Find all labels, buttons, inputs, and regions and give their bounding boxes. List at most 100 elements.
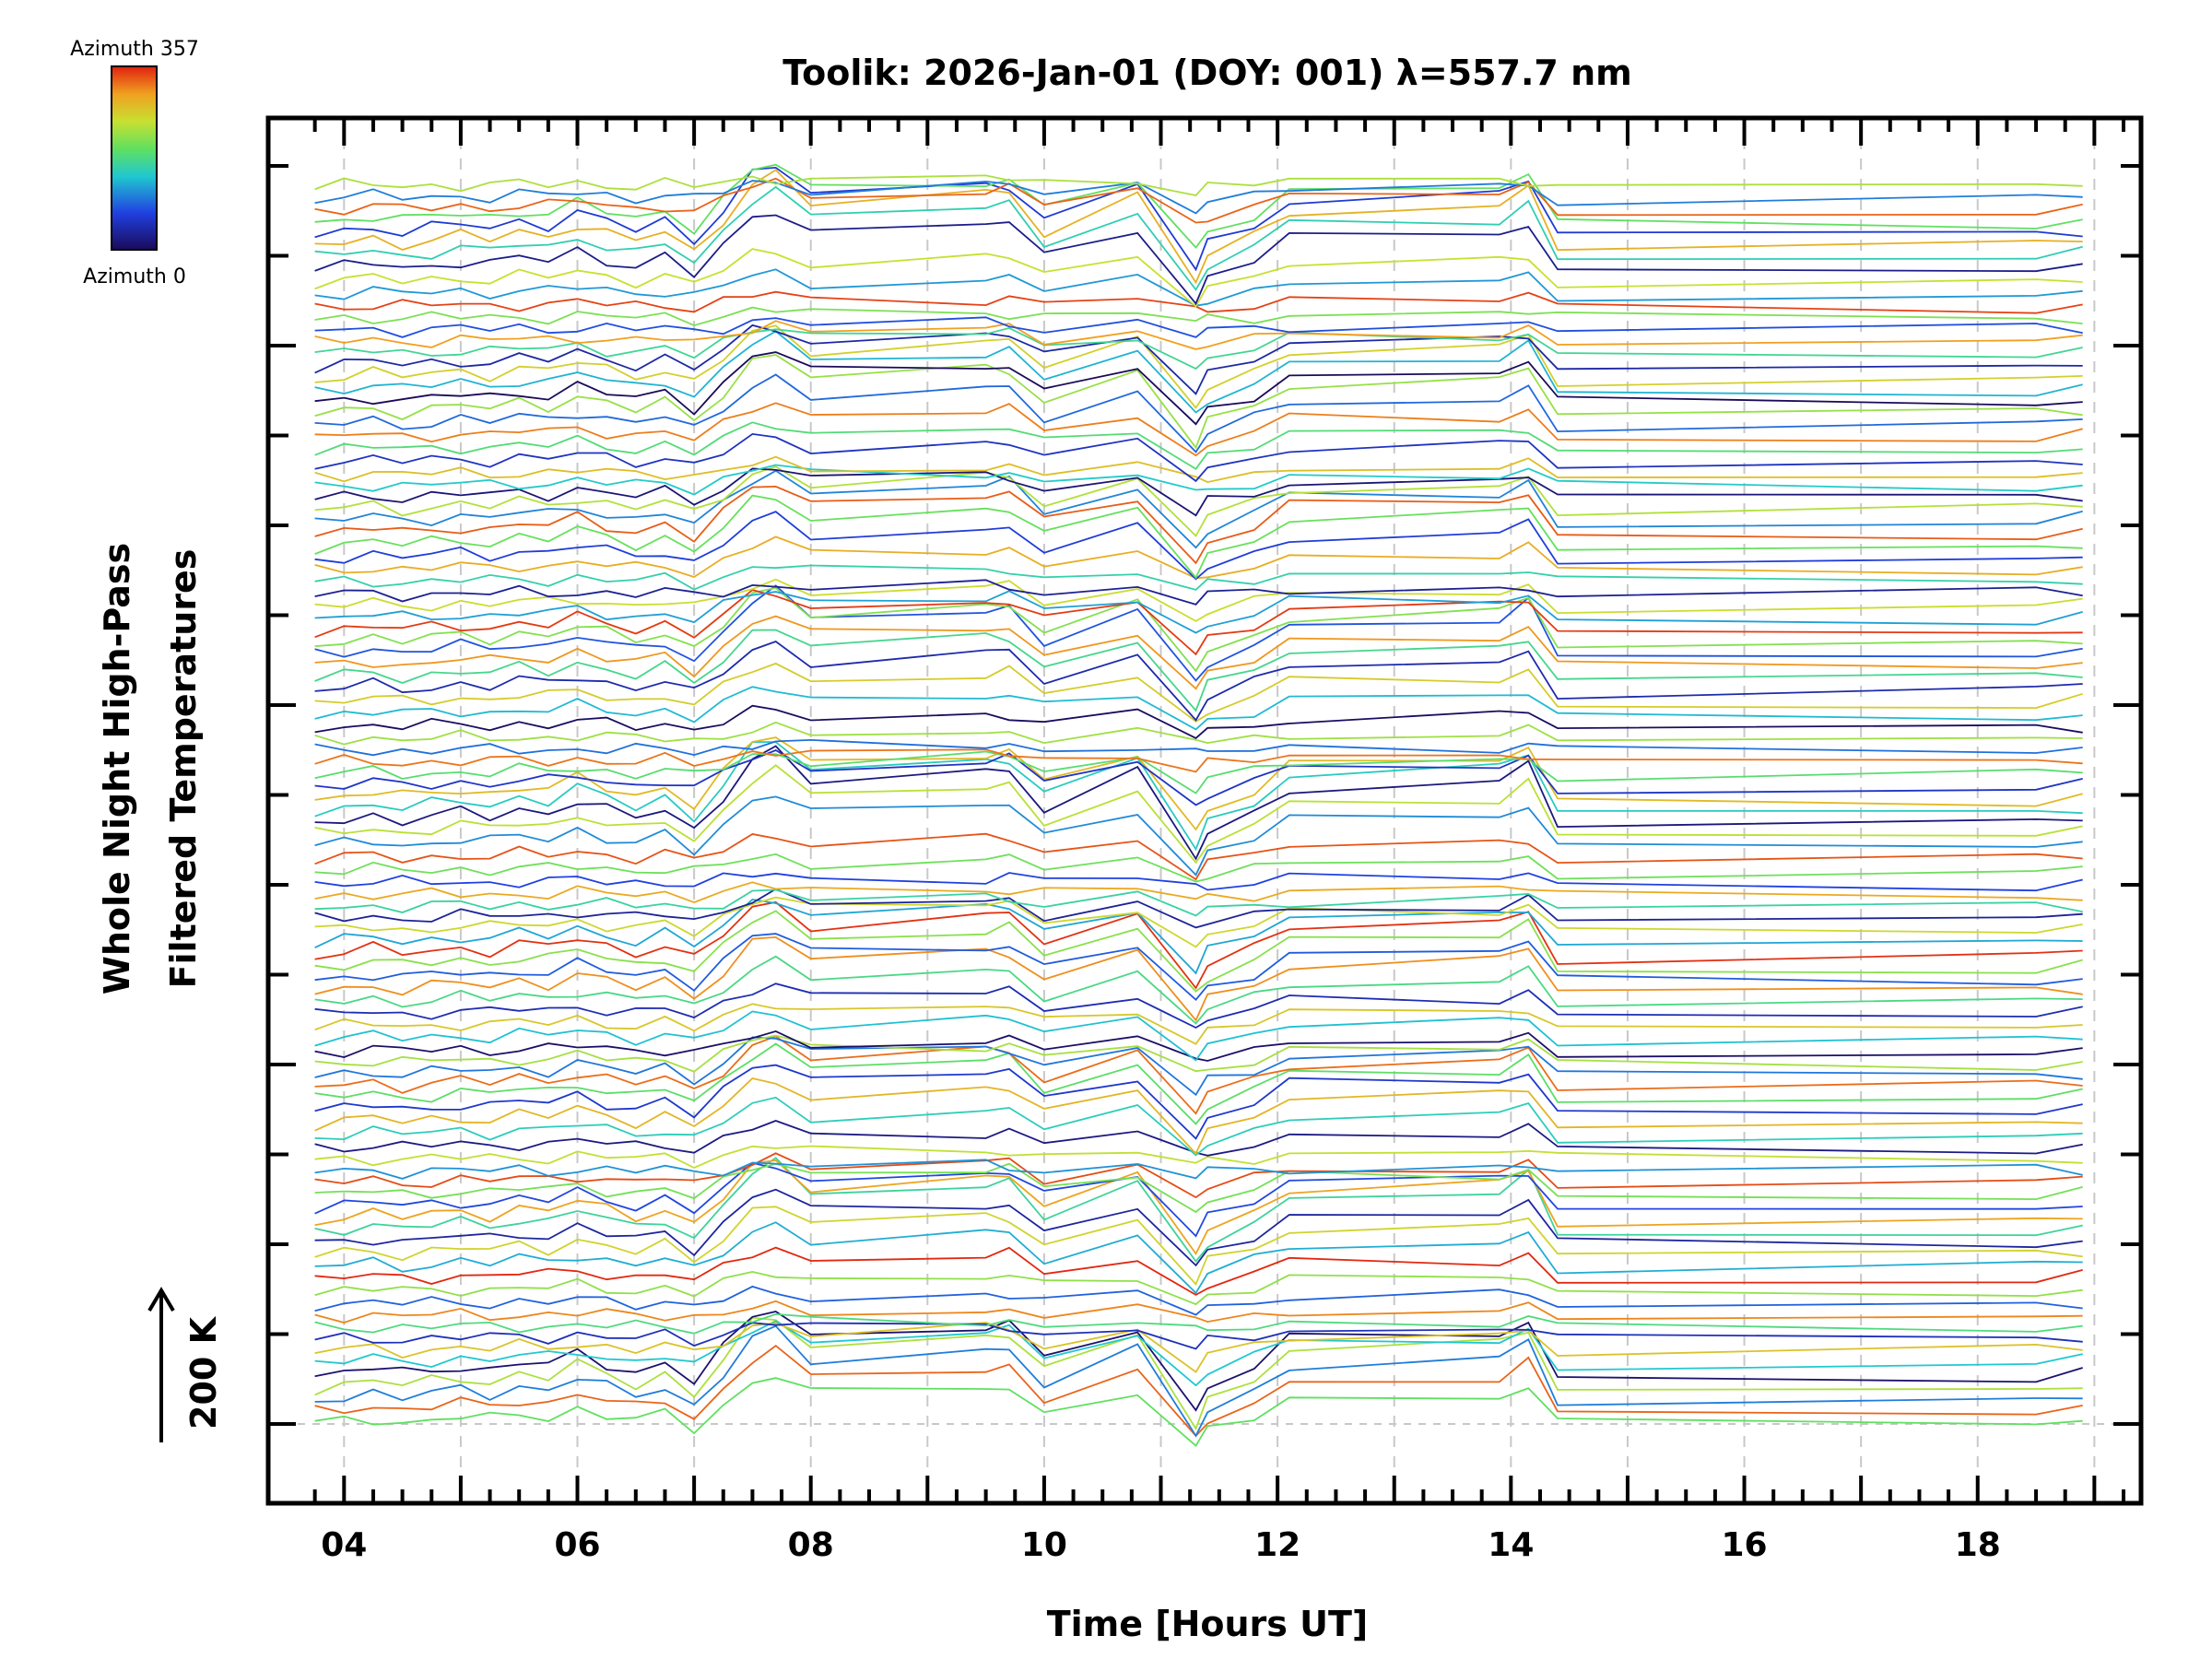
- series-line: [314, 467, 2083, 517]
- series-line: [314, 578, 2083, 622]
- x-tick-label: 14: [1488, 1526, 1534, 1564]
- series-line: [314, 316, 2083, 338]
- series-line: [314, 662, 2083, 723]
- series-line: [314, 900, 2083, 990]
- series-line: [314, 290, 2083, 314]
- y-axis-label-line1: Whole Night High-Pass: [97, 543, 137, 994]
- series-line: [314, 320, 2083, 350]
- series-line: [314, 584, 2083, 682]
- plot-frame: [265, 115, 2144, 1506]
- series-line: [314, 1270, 2083, 1306]
- series-line: [314, 1320, 2083, 1387]
- x-tick-label: 18: [1955, 1526, 2001, 1564]
- x-tick-label: 08: [788, 1526, 834, 1564]
- series-line: [314, 615, 2083, 690]
- series-line: [314, 738, 2083, 757]
- series-line: [314, 248, 2083, 308]
- series-line: [314, 686, 2083, 731]
- series-line: [314, 1377, 2083, 1447]
- series-line: [314, 1030, 2083, 1062]
- series-line: [314, 589, 2083, 656]
- series-line: [314, 579, 2083, 606]
- colorbar-max-label: Azimuth 357: [70, 38, 199, 61]
- series-line: [314, 1206, 2083, 1286]
- series-line: [314, 872, 2083, 892]
- series-line: [314, 324, 2083, 410]
- series-line: [314, 888, 2083, 929]
- series-line: [314, 455, 2083, 484]
- series-line: [314, 1003, 2083, 1045]
- series-line: [314, 1042, 2083, 1125]
- series-line: [314, 888, 2083, 917]
- x-axis-label: Time [Hours UT]: [1047, 1604, 1369, 1644]
- series-line: [314, 351, 2083, 426]
- series-line: [314, 1145, 2083, 1169]
- series-line: [314, 166, 2083, 272]
- series-line: [314, 640, 2083, 722]
- series-line: [314, 1096, 2083, 1157]
- series-line: [314, 464, 2083, 496]
- colorbar-min-label: Azimuth 0: [83, 265, 186, 288]
- series-line: [314, 935, 2083, 1022]
- series-line: [314, 324, 2083, 395]
- series-line: [314, 1311, 2083, 1412]
- series-line: [314, 1344, 2083, 1438]
- series-line: [314, 590, 2083, 634]
- series-line: [314, 898, 2083, 975]
- series-line: [314, 1312, 2083, 1335]
- series-line: [314, 1322, 2083, 1373]
- series-line: [314, 1077, 2083, 1156]
- series-line: [314, 330, 2083, 414]
- series-line: [314, 764, 2083, 865]
- series-line: [314, 1188, 2083, 1267]
- series-line: [314, 465, 2083, 537]
- series-line: [314, 1159, 2083, 1180]
- series-line: [314, 910, 2083, 993]
- series-line: [314, 1034, 2083, 1073]
- x-tick-label: 04: [321, 1526, 367, 1564]
- series-line: [314, 306, 2083, 327]
- series-line: [314, 214, 2083, 306]
- series-line: [314, 1120, 2083, 1157]
- series-line: [314, 564, 2083, 591]
- series-line: [314, 704, 2083, 739]
- series-line: [314, 494, 2083, 580]
- series-line: [314, 586, 2083, 673]
- x-tick-label: 12: [1254, 1526, 1300, 1564]
- series-line: [314, 1152, 2083, 1199]
- series-line: [314, 1157, 2083, 1263]
- series-line: [314, 535, 2083, 580]
- scale-arrow: [147, 1287, 175, 1442]
- series-line: [314, 832, 2083, 881]
- x-tick-label: 06: [554, 1526, 600, 1564]
- series-line: [314, 750, 2083, 794]
- series-line: [314, 955, 2083, 1025]
- series-line: [314, 881, 2083, 904]
- series-line: [314, 1246, 2083, 1296]
- series-line: [314, 180, 2083, 215]
- x-tick-label: 16: [1721, 1526, 1767, 1564]
- series-line: [314, 1064, 2083, 1140]
- x-tick-labels: 04 06 08 10 12 14 16 18: [321, 1526, 2001, 1564]
- series-line: [314, 163, 2083, 250]
- series-line: [314, 373, 2083, 453]
- series-line: [314, 177, 2083, 224]
- series-line: [314, 933, 2083, 1001]
- series-line: [314, 1285, 2083, 1316]
- series-line: [314, 432, 2083, 483]
- colorbar: [111, 65, 158, 251]
- series-line: [314, 1300, 2083, 1324]
- series-line: [314, 185, 2083, 291]
- series-line: [314, 421, 2083, 470]
- chart-title: Toolik: 2026-Jan-01 (DOY: 001) λ=557.7 n…: [782, 53, 1631, 93]
- series-line: [314, 1221, 2083, 1295]
- series-line: [314, 629, 2083, 712]
- series-line: [314, 795, 2083, 877]
- series-line: [314, 1316, 2083, 1431]
- series-line: [314, 721, 2083, 746]
- series-line: [314, 1010, 2083, 1062]
- series-line: [314, 1036, 2083, 1097]
- series-line: [314, 485, 2083, 565]
- series-line: [314, 511, 2083, 581]
